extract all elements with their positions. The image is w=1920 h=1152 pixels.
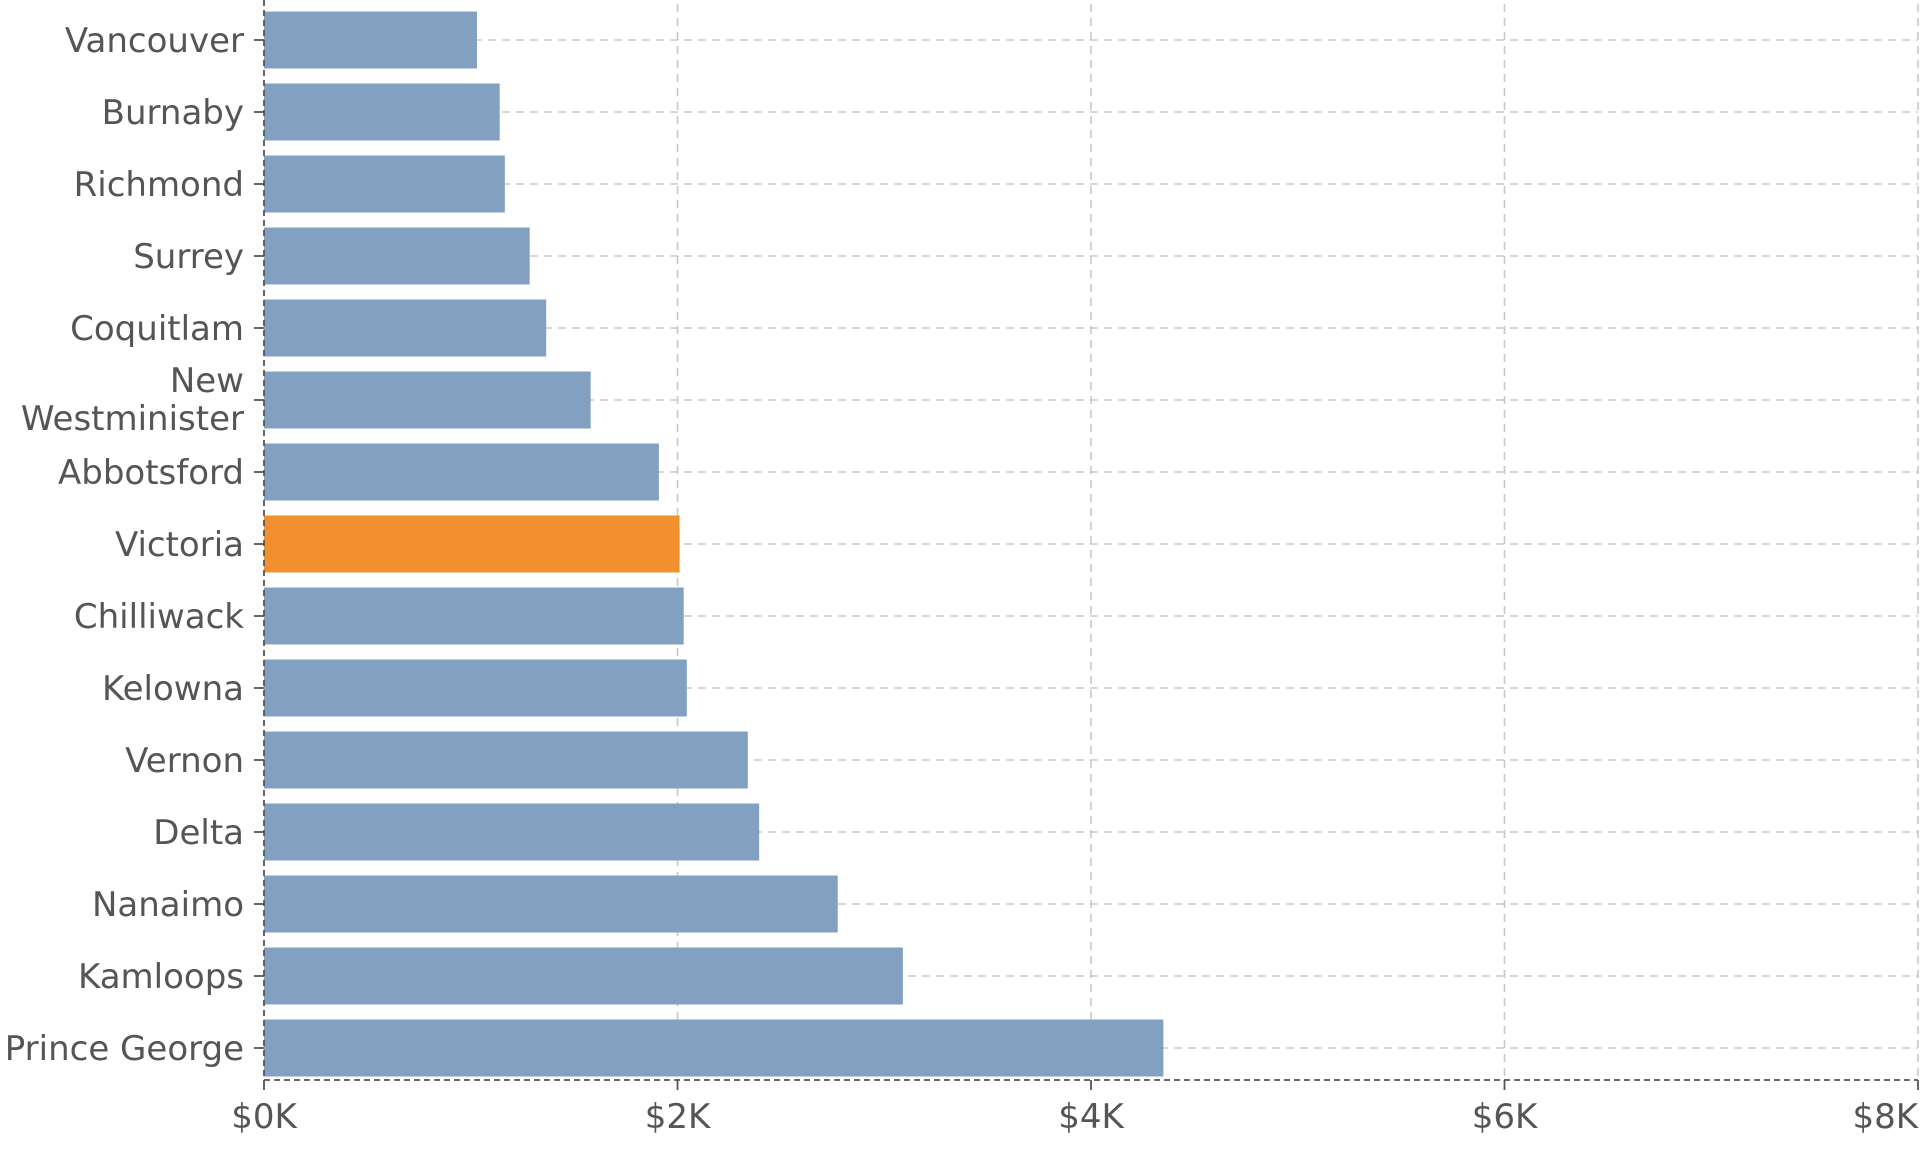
y-tick-label: Abbotsford — [58, 453, 244, 493]
bars — [264, 11, 1164, 1077]
y-tick-label: Coquitlam — [70, 309, 244, 349]
bar-coquitlam — [264, 299, 547, 357]
bar-vancouver — [264, 11, 477, 69]
bar-burnaby — [264, 83, 500, 141]
x-tick-label: $0K — [231, 1097, 298, 1137]
y-tick-label: Victoria — [115, 525, 244, 565]
y-tick-label: Surrey — [133, 237, 244, 277]
y-tick-label: Kelowna — [102, 669, 244, 709]
x-tick-label: $4K — [1058, 1097, 1125, 1137]
axes — [254, 0, 1919, 1090]
bar-vernon — [264, 731, 748, 789]
y-tick-label: Vancouver — [65, 21, 244, 61]
bar-new-westminister — [264, 371, 591, 429]
bar-abbotsford — [264, 443, 659, 501]
labels: Vancouver Burnaby Richmond Surrey Coquitlam N… — [5, 21, 1920, 1137]
bar-delta — [264, 803, 760, 861]
x-tick-label: $2K — [645, 1097, 712, 1137]
bar-victoria — [264, 515, 680, 573]
bar-nanaimo — [264, 875, 838, 933]
x-tick-label: $8K — [1852, 1097, 1919, 1137]
y-tick-label: Kamloops — [78, 957, 244, 997]
bar-surrey — [264, 227, 530, 285]
bar-kamloops — [264, 947, 903, 1005]
y-tick-label: Delta — [153, 813, 244, 853]
gridlines — [264, 4, 1919, 1080]
bar-richmond — [264, 155, 505, 213]
y-tick-label: Burnaby — [102, 93, 244, 133]
y-tick-label: Nanaimo — [92, 885, 244, 925]
y-tick-label: Prince George — [5, 1029, 244, 1069]
y-tick-label: New Westminister — [21, 361, 244, 439]
bar-kelowna — [264, 659, 687, 717]
y-tick-label: Richmond — [74, 165, 244, 205]
bar-chilliwack — [264, 587, 684, 645]
y-tick-label: Vernon — [125, 741, 244, 781]
y-tick-label: Chilliwack — [74, 597, 244, 637]
bar-prince-george — [264, 1019, 1164, 1077]
x-tick-label: $6K — [1472, 1097, 1539, 1137]
